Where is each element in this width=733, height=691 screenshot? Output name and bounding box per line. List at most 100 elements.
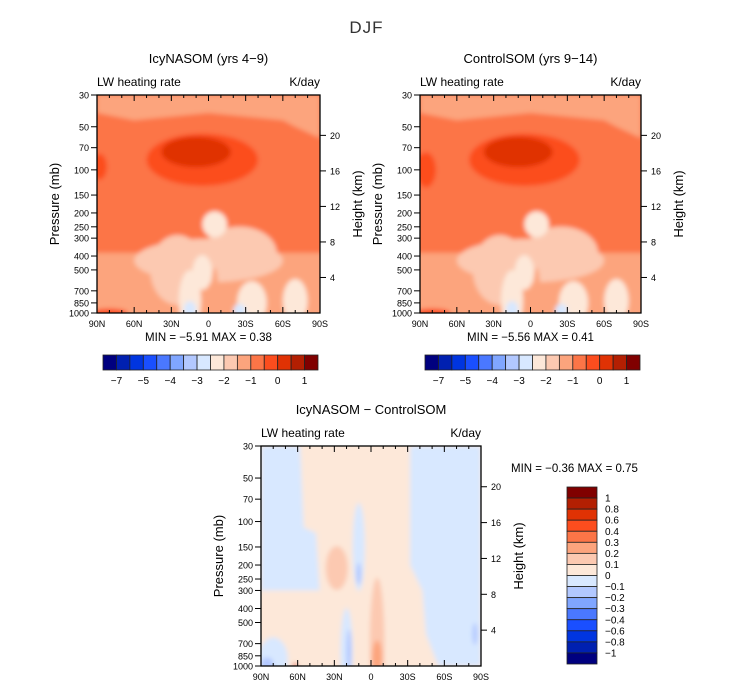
y-tick-label: 700 bbox=[397, 286, 412, 296]
colorbar-swatch bbox=[129, 354, 144, 371]
colorbar-swatch bbox=[263, 354, 279, 371]
colorbar-label: −7 bbox=[433, 376, 445, 387]
right-tick-label: 4 bbox=[330, 273, 335, 283]
colorbar-swatch bbox=[451, 354, 466, 371]
left-string: LW heating rate bbox=[420, 75, 504, 89]
x-tick-label: 60S bbox=[275, 319, 291, 329]
x-tick-label: 30S bbox=[400, 672, 416, 682]
colorbar-control: −7 −5 −4 −3 −2 −1 0 1 bbox=[424, 354, 641, 387]
right-tick-label: 4 bbox=[651, 273, 656, 283]
y-tick-label: 70 bbox=[79, 143, 89, 153]
contour-region bbox=[420, 95, 641, 139]
y-tick-label: 1000 bbox=[69, 309, 89, 319]
colorbar-label: 0.6 bbox=[605, 516, 619, 527]
y-tick-label: 850 bbox=[397, 298, 412, 308]
y-tick-label: 30 bbox=[402, 91, 412, 101]
y-tick-label: 250 bbox=[238, 575, 253, 585]
y-tick-label: 100 bbox=[397, 165, 412, 175]
y-tick-label: 150 bbox=[397, 191, 412, 201]
x-tick-label: 30N bbox=[326, 672, 343, 682]
colorbar-label: −1 bbox=[245, 376, 257, 387]
colorbar-swatch bbox=[566, 619, 598, 632]
x-tick-label: 30N bbox=[485, 319, 502, 329]
contour-field bbox=[97, 95, 320, 313]
colorbar-swatch bbox=[290, 354, 305, 371]
colorbar-label: −3 bbox=[191, 376, 203, 387]
contour-field bbox=[261, 446, 481, 666]
y-tick-label: 30 bbox=[79, 91, 89, 101]
y-tick-label: 100 bbox=[238, 517, 253, 527]
contour-region bbox=[161, 136, 231, 168]
colorbar-label: −0.1 bbox=[605, 582, 625, 593]
y-axis-label-right: Height (km) bbox=[350, 170, 365, 237]
colorbar-swatch bbox=[505, 354, 520, 371]
colorbar-label: 0.2 bbox=[605, 549, 619, 560]
contour-region bbox=[369, 577, 385, 666]
min-max-diff: MIN = −0.36 MAX = 0.75 bbox=[511, 463, 638, 475]
min-max-label: MIN = −0.36 MAX = 0.75 bbox=[511, 463, 638, 475]
units-label: K/day bbox=[610, 75, 641, 89]
y-tick-label: 300 bbox=[74, 234, 89, 244]
y-tick-label: 850 bbox=[238, 651, 253, 661]
right-tick-label: 16 bbox=[491, 518, 501, 528]
colorbar-label: 0 bbox=[597, 376, 603, 387]
colorbar-label: −5 bbox=[460, 376, 472, 387]
y-tick-label: 200 bbox=[397, 208, 412, 218]
y-tick-label: 400 bbox=[74, 252, 89, 262]
colorbar-label: 0 bbox=[605, 571, 611, 582]
colorbar-swatch bbox=[518, 354, 533, 371]
colorbar-swatch bbox=[566, 597, 598, 610]
colorbar-swatch bbox=[424, 354, 439, 371]
y-tick-label: 150 bbox=[238, 542, 253, 552]
colorbar-swatch bbox=[277, 354, 292, 371]
x-tick-label: 90S bbox=[633, 319, 649, 329]
contour-region bbox=[178, 270, 202, 313]
y-tick-label: 250 bbox=[74, 222, 89, 232]
contour-region bbox=[372, 640, 382, 666]
colorbar-label: 0.4 bbox=[605, 527, 619, 538]
colorbar-swatch bbox=[304, 354, 319, 371]
right-tick-label: 20 bbox=[491, 482, 501, 492]
contour-region bbox=[356, 562, 362, 585]
axes-diff: IcyNASOM − ControlSOM LW heating rate K/da… bbox=[211, 402, 526, 682]
right-tick-label: 8 bbox=[651, 237, 656, 247]
axes-icy: IcyNASOM (yrs 4−9) LW heating rate K/day 90… bbox=[47, 51, 365, 329]
contour-region bbox=[420, 152, 436, 188]
left-string: LW heating rate bbox=[261, 426, 345, 440]
colorbar-swatch bbox=[210, 354, 225, 371]
x-tick-label: 30S bbox=[238, 319, 254, 329]
right-tick-label: 20 bbox=[651, 131, 661, 141]
y-tick-label: 300 bbox=[238, 586, 253, 596]
contour-region bbox=[501, 270, 524, 313]
colorbar-swatch bbox=[612, 354, 627, 371]
colorbar-swatch bbox=[102, 354, 117, 371]
panel-title: IcyNASOM (yrs 4−9) bbox=[149, 51, 269, 66]
colorbar-swatch bbox=[532, 354, 547, 371]
colorbar-swatch bbox=[566, 652, 598, 665]
y-axis-label: Pressure (mb) bbox=[370, 163, 385, 245]
right-tick-label: 12 bbox=[651, 202, 661, 212]
contour-region bbox=[420, 308, 451, 313]
colorbar-swatch bbox=[566, 552, 598, 565]
x-tick-label: 90N bbox=[253, 672, 270, 682]
colorbar-swatch bbox=[478, 354, 493, 371]
y-tick-label: 850 bbox=[74, 298, 89, 308]
y-axis-label: Pressure (mb) bbox=[211, 515, 226, 597]
colorbar-label: −4 bbox=[164, 376, 176, 387]
colorbar-swatch bbox=[626, 354, 641, 371]
y-tick-label: 400 bbox=[397, 252, 412, 262]
contour-region bbox=[233, 303, 246, 313]
colorbar-swatch bbox=[545, 354, 560, 371]
contour-region bbox=[210, 267, 219, 313]
panel-title: ControlSOM (yrs 9−14) bbox=[463, 51, 597, 66]
y-tick-label: 1000 bbox=[392, 309, 412, 319]
colorbar-swatch bbox=[223, 354, 238, 371]
x-tick-label: 90N bbox=[412, 319, 429, 329]
colorbar-label: −0.6 bbox=[605, 626, 625, 637]
right-tick-label: 16 bbox=[651, 166, 661, 176]
y-tick-label: 70 bbox=[402, 143, 412, 153]
y-tick-label: 100 bbox=[74, 165, 89, 175]
right-tick-label: 8 bbox=[491, 590, 496, 600]
colorbar-label: −2 bbox=[540, 376, 552, 387]
x-tick-label: 60N bbox=[289, 672, 306, 682]
